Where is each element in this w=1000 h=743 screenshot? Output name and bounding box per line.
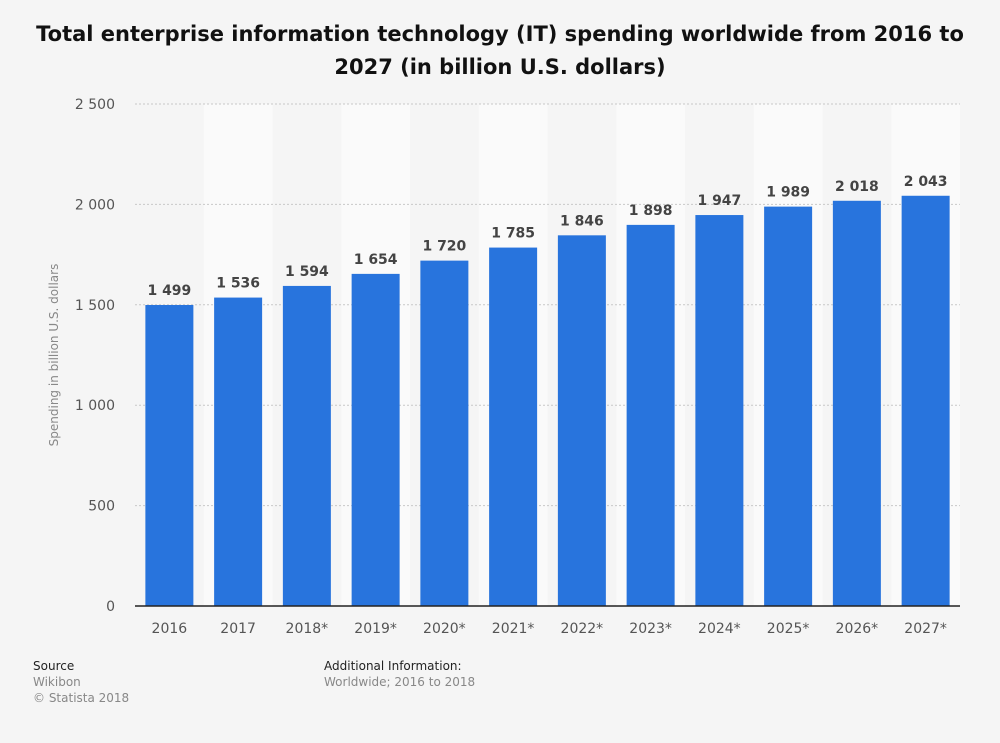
x-tick-label: 2019* <box>354 621 397 637</box>
bar[interactable] <box>832 200 881 607</box>
bar[interactable] <box>420 260 469 606</box>
data-label: 1 898 <box>629 203 673 219</box>
bar[interactable] <box>351 273 400 606</box>
copyright[interactable]: © Statista 2018 <box>33 691 130 705</box>
data-label: 1 785 <box>491 226 535 242</box>
x-tick-label: 2024* <box>698 621 741 637</box>
bars <box>145 195 950 607</box>
y-tick-label: 0 <box>106 599 115 615</box>
y-tick-label: 1 500 <box>75 298 115 314</box>
y-tick-label: 1 000 <box>75 398 115 414</box>
y-tick-label: 2 500 <box>75 97 115 113</box>
data-label: 1 846 <box>560 213 604 229</box>
bar[interactable] <box>626 224 675 607</box>
y-tick-label: 2 000 <box>75 197 115 213</box>
data-label: 2 043 <box>904 174 948 190</box>
bar[interactable] <box>695 215 744 606</box>
x-tick-label: 2016 <box>152 621 188 637</box>
x-tick-label: 2025* <box>767 621 810 637</box>
additional-info-text: Worldwide; 2016 to 2018 <box>324 675 476 689</box>
bar[interactable] <box>557 235 606 607</box>
x-tick-label: 2020* <box>423 621 466 637</box>
data-label: 1 989 <box>766 185 810 201</box>
data-label: 1 947 <box>697 193 741 209</box>
y-tick-label: 500 <box>88 499 115 515</box>
bar[interactable] <box>214 297 263 606</box>
y-axis-title: Spending in billion U.S. dollars <box>47 264 61 447</box>
bar[interactable] <box>282 285 331 606</box>
chart-title: Total enterprise information technology … <box>36 22 964 79</box>
additional-info-heading: Additional Information: <box>324 659 462 673</box>
source-heading: Source <box>33 659 75 673</box>
data-label: 1 536 <box>216 276 260 292</box>
data-label: 2 018 <box>835 179 879 195</box>
source-block: Source Wikibon © Statista 2018 <box>33 658 129 706</box>
data-label: 1 720 <box>422 239 466 255</box>
gridlines <box>135 103 960 507</box>
x-tick-label: 2021* <box>492 621 535 637</box>
bar[interactable] <box>901 195 950 606</box>
x-tick-label: 2018* <box>286 621 329 637</box>
bar[interactable] <box>145 305 194 606</box>
x-tick-label: 2022* <box>561 621 604 637</box>
bar[interactable] <box>489 247 538 606</box>
x-tick-label: 2027* <box>904 621 947 637</box>
x-tick-label: 2017 <box>220 621 256 637</box>
data-labels: 1 499 1 536 1 594 1 654 1 720 1 785 1 846 1 898… <box>147 174 947 299</box>
y-axis-ticks: 0 500 1 000 1 500 2 000 2 500 <box>75 97 115 615</box>
source-name[interactable]: Wikibon <box>33 675 81 689</box>
data-label: 1 654 <box>354 252 398 268</box>
data-label: 1 594 <box>285 264 329 280</box>
bar[interactable] <box>764 206 813 606</box>
x-tick-label: 2023* <box>629 621 672 637</box>
additional-info-block: Additional Information: Worldwide; 2016 … <box>324 658 475 690</box>
x-axis-ticks: 2016 2017 2018* 2019* 2020* 2021* 2022* 2023* 20… <box>152 621 947 637</box>
x-tick-label: 2026* <box>836 621 879 637</box>
data-label: 1 499 <box>147 283 191 299</box>
